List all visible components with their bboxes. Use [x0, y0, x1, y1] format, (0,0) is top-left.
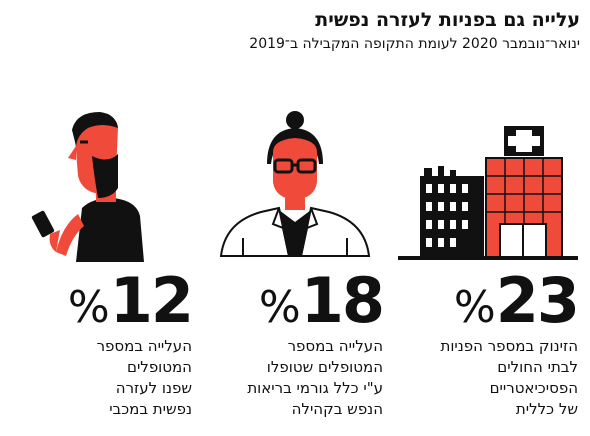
- description-line: נפשית במכבי: [109, 400, 192, 418]
- description-line: המטופלים שטופלו: [266, 358, 383, 376]
- hospital-icon: [398, 126, 578, 260]
- stat-hospital: 23 % הזינוק במספר הפניות לבתי החולים הפס…: [398, 96, 580, 432]
- description-line: שפנו לעזרה: [115, 379, 192, 397]
- description-line: של כללית: [515, 400, 578, 418]
- stat-percent: 23 %: [398, 264, 580, 337]
- percent-sign: %: [67, 282, 110, 333]
- stat-community: 18 % העלייה במספר המטופלים שטופלו ע"י כל…: [203, 96, 385, 432]
- stat-number: 18: [300, 264, 385, 337]
- description-line: הנפש בקהילה: [291, 400, 383, 418]
- header: עלייה גם בפניות לעזרה נפשית ינואר־נובמבר…: [10, 8, 580, 54]
- hospital-illustration: [398, 96, 578, 262]
- stat-description: הזינוק במספר הפניות לבתי החולים הפסיכיאט…: [398, 336, 578, 420]
- man-with-phone-icon: [31, 112, 144, 262]
- doctor-illustration: [203, 96, 383, 262]
- stat-number: 12: [109, 264, 194, 337]
- percent-sign: %: [453, 282, 496, 333]
- description-line: העלייה במספר: [96, 337, 192, 355]
- description-line: המטופלים: [126, 358, 192, 376]
- page-title: עלייה גם בפניות לעזרה נפשית: [315, 9, 580, 31]
- stat-percent: 12 %: [12, 264, 194, 337]
- doctor-icon: [219, 111, 371, 257]
- stat-description: העלייה במספר המטופלים שטופלו ע"י כלל גור…: [203, 336, 383, 420]
- percent-sign: %: [258, 282, 301, 333]
- stat-number: 23: [495, 264, 580, 337]
- description-line: ע"י כלל גורמי בריאות: [247, 379, 383, 397]
- description-line: לבתי החולים: [497, 358, 578, 376]
- page-subtitle: ינואר־נובמבר 2020 לעומת התקופה המקבילה ב…: [249, 36, 580, 52]
- stat-maccabi: 12 % העלייה במספר המטופלים שפנו לעזרה נפ…: [12, 96, 194, 432]
- description-line: הפסיכיאטריים: [489, 379, 578, 397]
- description-line: הזינוק במספר הפניות: [440, 337, 578, 355]
- man-illustration: [12, 96, 192, 262]
- stat-description: העלייה במספר המטופלים שפנו לעזרה נפשית ב…: [12, 336, 192, 420]
- stat-percent: 18 %: [203, 264, 385, 337]
- description-line: העלייה במספר: [287, 337, 383, 355]
